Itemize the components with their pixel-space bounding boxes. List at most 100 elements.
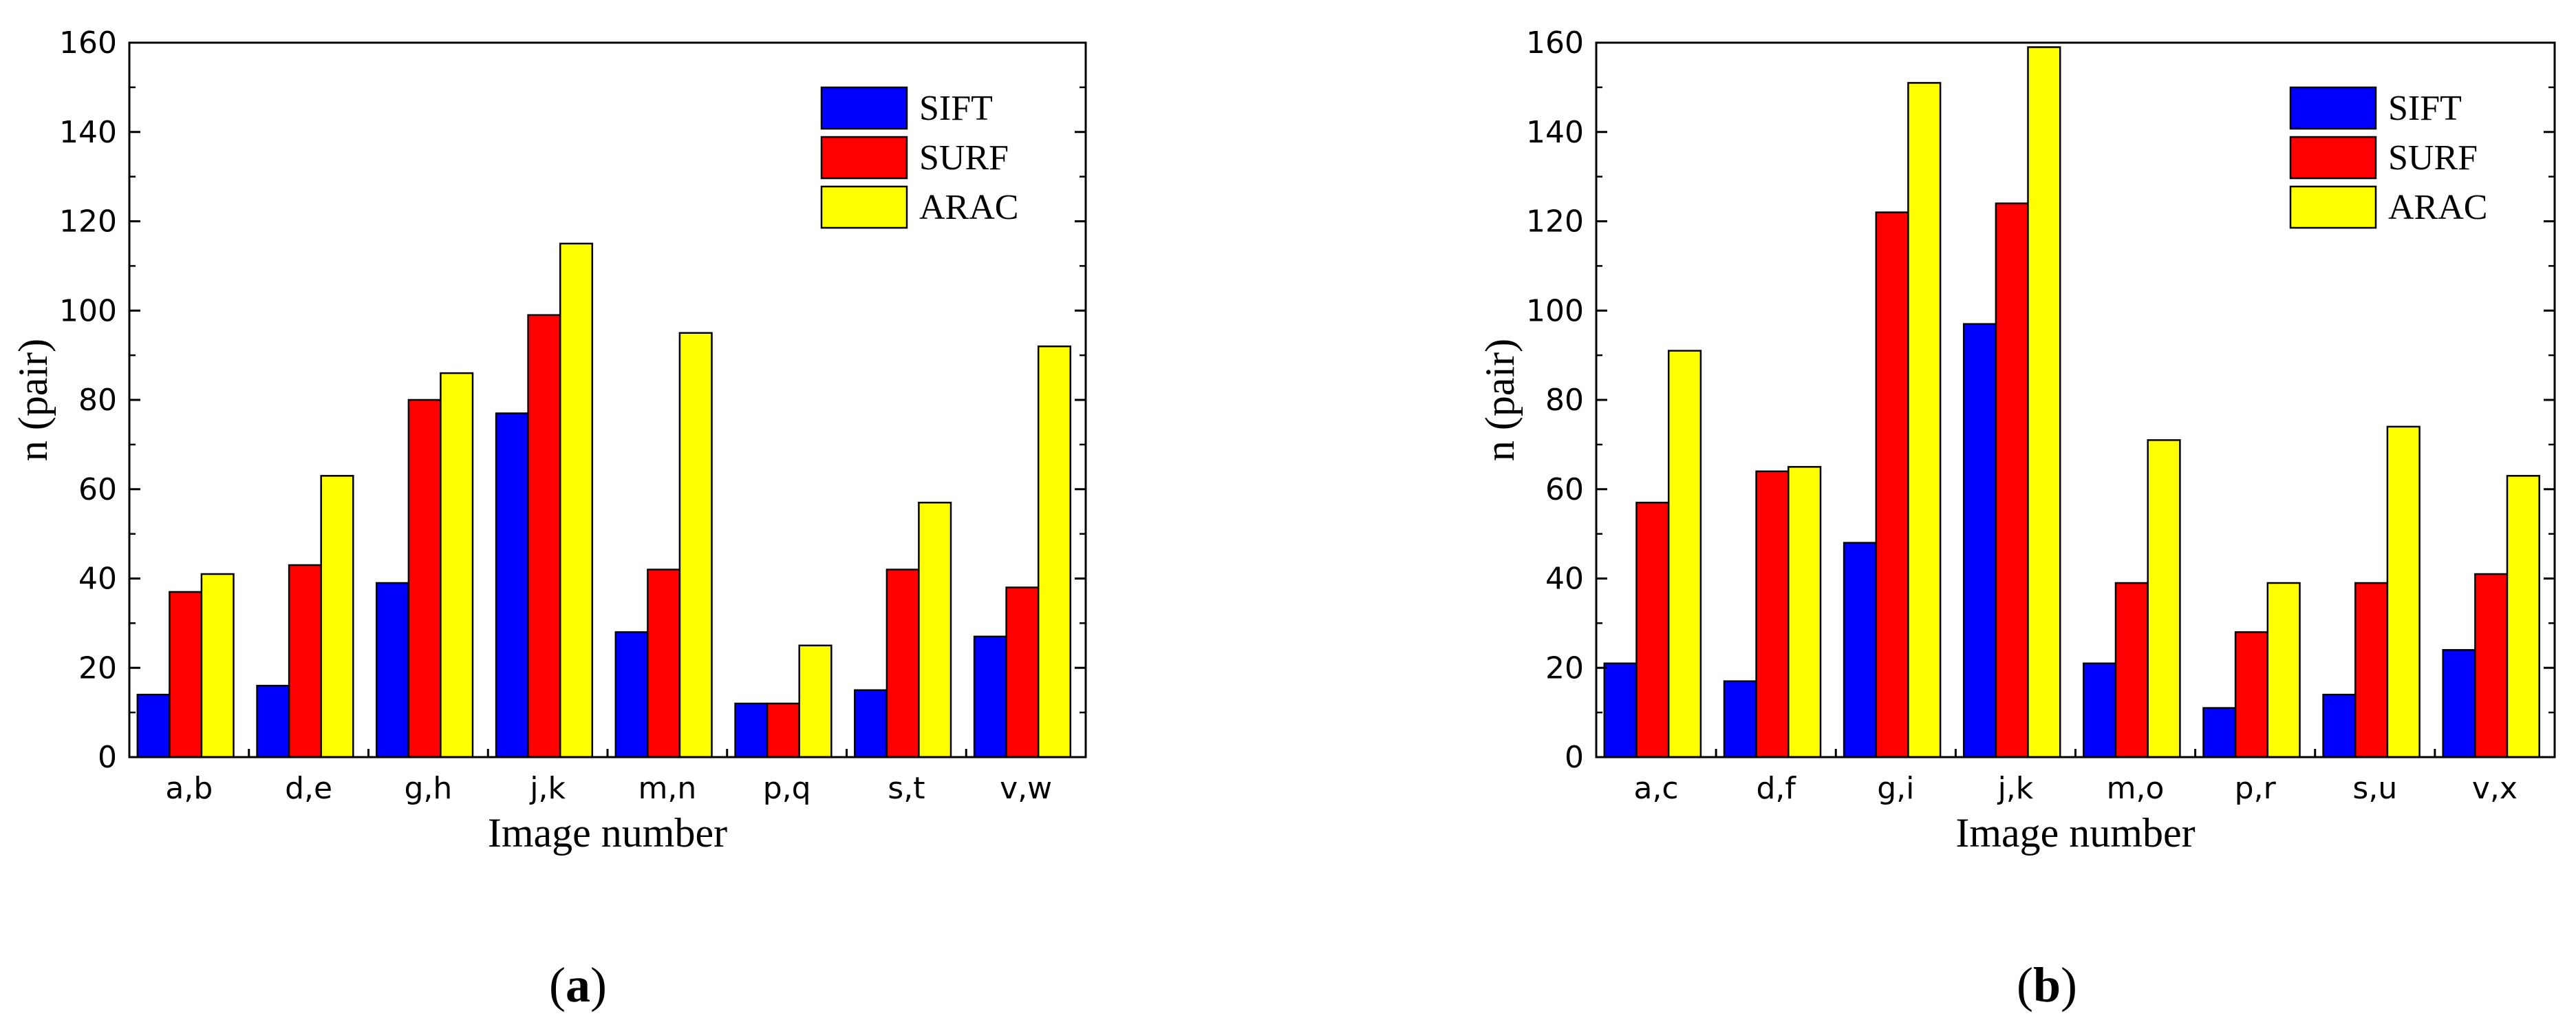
y-tick-label: 140 (1526, 115, 1584, 150)
bar-sift-m-n (614, 631, 649, 759)
bar-arac-d-e (320, 475, 354, 759)
x-tick-label: m,o (2107, 771, 2165, 806)
bar-sift-p-r (2202, 707, 2237, 759)
legend-label-arac: ARAC (919, 188, 1018, 227)
bar-arac-a-c (1667, 350, 1702, 759)
bar-sift-j-k (495, 412, 529, 759)
chart-panel-b: 0 20 40 60 80 100 120 140 160 a,c d,f g,i j,k m,o p,r s… (1477, 25, 2556, 1012)
bar-surf-d-f (1755, 470, 1790, 759)
bar-sift-j-k (1962, 323, 1997, 759)
y-tick-label: 40 (78, 562, 117, 597)
bar-surf-p-q (766, 702, 800, 759)
x-tick-label: p,q (763, 771, 811, 806)
bar-arac-a-b (200, 573, 235, 759)
panel-letter: b (2033, 957, 2061, 1012)
bar-surf-s-t (886, 569, 920, 759)
panel-letter: a (566, 957, 590, 1012)
bar-surf-s-u (2354, 582, 2389, 759)
x-axis-title: Image number (488, 810, 727, 856)
bar-surf-g-i (1875, 211, 1909, 759)
x-tick-label: g,i (1877, 771, 1914, 806)
bar-sift-d-f (1723, 680, 1757, 759)
legend-label-arac: ARAC (2388, 188, 2487, 227)
legend-swatch-surf (2289, 136, 2377, 180)
y-tick-label: 60 (1545, 472, 1584, 507)
bar-surf-m-n (647, 569, 681, 759)
y-tick-label: 120 (59, 204, 117, 240)
bar-arac-s-t (918, 501, 952, 759)
bar-sift-g-h (376, 582, 410, 759)
legend-swatch-arac (2289, 185, 2377, 229)
bar-arac-m-n (678, 332, 713, 759)
bar-surf-m-o (2114, 582, 2149, 759)
legend-label-surf: SURF (919, 138, 1009, 178)
x-tick-label: j,k (1997, 771, 2034, 806)
y-tick-label: 20 (78, 650, 117, 686)
panel-label: (a) (549, 957, 607, 1012)
y-axis-title: n (pair) (1477, 339, 1523, 461)
bar-arac-g-h (440, 372, 474, 759)
x-tick-label: d,e (285, 771, 332, 806)
legend-swatch-sift (820, 86, 908, 130)
y-tick-label: 140 (59, 115, 117, 150)
legend-swatch-arac (820, 185, 908, 229)
x-tick-label: j,k (529, 771, 566, 806)
x-tick-label: g,h (404, 771, 452, 806)
x-tick-label: s,u (2352, 771, 2397, 806)
legend-swatch-sift (2289, 86, 2377, 130)
legend-label-surf: SURF (2388, 138, 2478, 178)
bar-arac-j-k (559, 242, 594, 759)
bar-surf-j-k (527, 314, 561, 759)
x-tick-label: s,t (888, 771, 925, 806)
y-tick-label: 100 (59, 293, 117, 328)
x-tick-label: v,x (2472, 771, 2518, 806)
panel-label: (b) (2017, 957, 2077, 1012)
bar-arac-p-r (2266, 582, 2301, 759)
bar-arac-m-o (2147, 439, 2181, 759)
y-tick-label: 0 (98, 740, 117, 775)
bar-surf-a-b (169, 591, 203, 759)
y-tick-label: 80 (78, 383, 117, 418)
x-tick-label: a,c (1633, 771, 1678, 806)
bar-surf-j-k (1995, 202, 2029, 759)
y-tick-label: 20 (1545, 650, 1584, 686)
bar-sift-m-o (2083, 662, 2117, 759)
legend-label-sift: SIFT (2388, 89, 2462, 128)
bar-surf-v-x (2474, 573, 2509, 759)
y-tick-label: 160 (1526, 25, 1584, 61)
x-tick-label: m,n (638, 771, 697, 806)
x-tick-label: d,f (1756, 771, 1796, 806)
bar-arac-p-q (798, 644, 833, 759)
y-tick-label: 0 (1565, 740, 1584, 775)
bar-sift-a-c (1603, 662, 1638, 759)
bar-sift-v-x (2442, 649, 2476, 759)
bar-arac-j-k (2027, 46, 2061, 759)
bar-surf-g-h (407, 399, 442, 759)
bar-surf-a-c (1635, 501, 1670, 759)
bar-arac-v-x (2506, 475, 2540, 759)
bar-surf-d-e (288, 564, 322, 759)
bar-sift-v-w (973, 635, 1007, 759)
bar-arac-v-w (1037, 345, 1072, 759)
chart-panel-a: 0 20 40 60 80 100 120 140 160 a,b d,e g,h j,k m,n p,q s… (10, 25, 1087, 1012)
bar-sift-g-i (1843, 542, 1878, 759)
bar-sift-s-u (2322, 693, 2357, 759)
x-tick-label: v,w (1000, 771, 1052, 806)
y-tick-label: 120 (1526, 204, 1584, 240)
bar-arac-d-f (1788, 466, 1822, 759)
bar-sift-a-b (136, 693, 171, 759)
x-tick-label: a,b (165, 771, 213, 806)
bar-sift-p-q (734, 702, 769, 759)
y-axis-title: n (pair) (10, 339, 56, 461)
y-tick-label: 40 (1545, 562, 1584, 597)
y-tick-label: 100 (1526, 293, 1584, 328)
bar-arac-s-u (2386, 425, 2421, 759)
y-tick-label: 60 (78, 472, 117, 507)
x-tick-label: p,r (2235, 771, 2277, 806)
bar-sift-s-t (854, 689, 888, 759)
bar-surf-v-w (1005, 586, 1040, 759)
legend-label-sift: SIFT (919, 89, 993, 128)
bar-surf-p-r (2234, 631, 2269, 759)
x-axis-title: Image number (1955, 810, 2195, 856)
